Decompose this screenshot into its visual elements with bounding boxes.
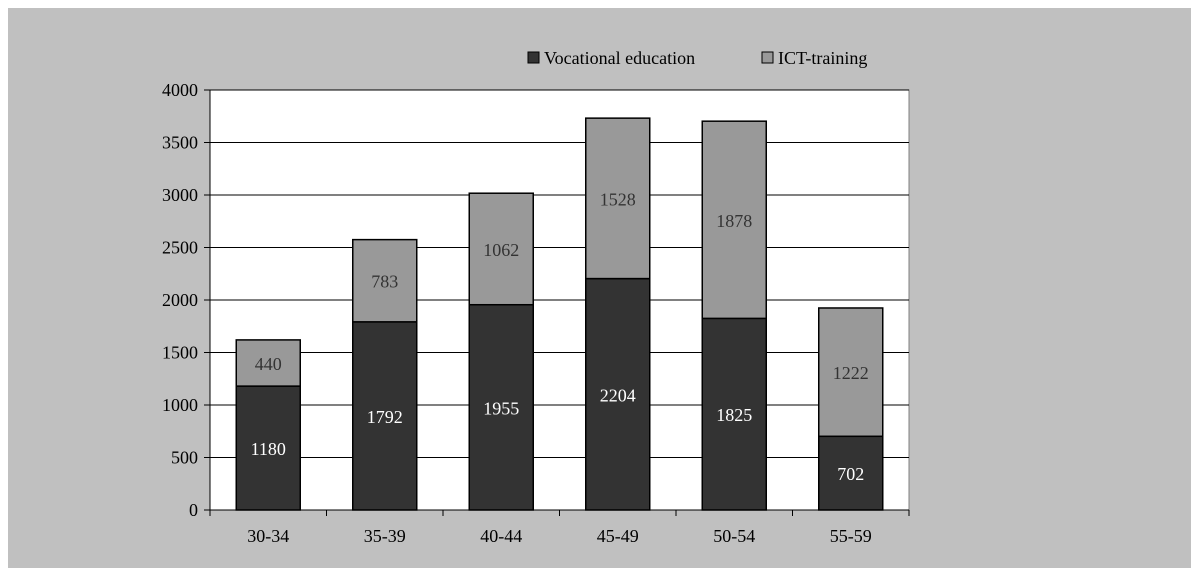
data-label: 1825 (716, 405, 752, 425)
data-label: 1180 (251, 439, 286, 459)
bars: 1180 440 1792 783 1955 1062 2204 1528 1825 1878 70… (235, 117, 884, 511)
x-tick-label: 50-54 (713, 526, 755, 546)
y-tick-label: 1000 (162, 395, 198, 415)
legend: Vocational education ICT-training (527, 48, 867, 68)
bar-segment-ict (352, 238, 418, 323)
legend-label: Vocational education (544, 48, 695, 68)
x-tick-label: 30-34 (247, 526, 289, 546)
bar-segment-vocational (352, 321, 418, 511)
y-tick-label: 4000 (162, 80, 198, 100)
data-label: 440 (255, 354, 282, 374)
data-label: 1062 (483, 240, 519, 260)
legend-label: ICT-training (778, 48, 867, 68)
x-tick-label: 35-39 (364, 526, 406, 546)
bar-segment-ict (468, 192, 534, 306)
data-label: 783 (371, 272, 398, 292)
y-tick-label: 3500 (162, 133, 198, 153)
legend-swatch (527, 51, 540, 64)
stacked-bar-chart: Vocational education ICT-training 0 500 100… (162, 48, 910, 546)
legend-item-ict: ICT-training (761, 48, 867, 68)
x-tick-label: 55-59 (830, 526, 872, 546)
data-label: 1222 (833, 363, 869, 383)
bar-segment-vocational (235, 385, 301, 511)
data-label: 1528 (600, 189, 636, 209)
legend-item-vocational: Vocational education (527, 48, 695, 68)
x-axis: 30-34 35-39 40-44 45-49 50-54 55-59 (209, 509, 910, 546)
data-label: 702 (837, 464, 864, 484)
bar-segment-ict (818, 307, 884, 438)
gridlines (210, 89, 909, 458)
y-tick-label: 500 (171, 448, 198, 468)
data-label: 2204 (600, 385, 636, 405)
bar-segment-vocational (818, 435, 884, 511)
data-label: 1878 (716, 211, 752, 231)
y-tick-label: 2000 (162, 290, 198, 310)
y-tick-label: 3000 (162, 185, 198, 205)
bar-segment-vocational (468, 303, 534, 511)
data-label: 1955 (483, 398, 519, 418)
y-tick-label: 1500 (162, 343, 198, 363)
bar-segment-ict (235, 339, 301, 387)
x-tick-label: 40-44 (480, 526, 522, 546)
y-tick-label: 2500 (162, 238, 198, 258)
chart-frame: Vocational education ICT-training 0 500 100… (8, 8, 1191, 568)
y-axis: 0 500 1000 1500 2000 2500 3000 3500 4000 (162, 80, 211, 520)
bar-segment-ict (701, 120, 767, 320)
x-tick-label: 45-49 (597, 526, 639, 546)
legend-swatch (761, 51, 774, 64)
bar-segment-ict (585, 117, 651, 280)
y-tick-label: 0 (189, 500, 198, 520)
data-label: 1792 (367, 407, 403, 427)
bar-segment-vocational (701, 317, 767, 511)
